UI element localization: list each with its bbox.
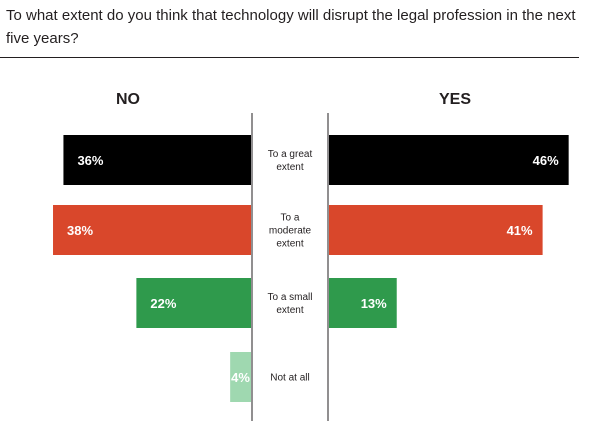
no-value-label: 36% [77, 153, 103, 168]
yes-bar [329, 278, 397, 328]
yes-column-header: YES [439, 91, 471, 108]
category-label: extent [276, 305, 303, 316]
no-bar [136, 278, 251, 328]
category-label: moderate [269, 226, 312, 237]
yes-value-label: 41% [507, 223, 533, 238]
no-column-header: NO [116, 91, 140, 108]
yes-bar [329, 205, 543, 255]
category-label: To a great [268, 149, 313, 160]
no-value-label: 4% [231, 370, 250, 385]
category-label: To a [281, 213, 300, 224]
chart-title: To what extent do you think that technol… [6, 7, 576, 47]
category-label: To a small [267, 292, 312, 303]
category-label: extent [276, 162, 303, 173]
title-divider [0, 57, 579, 58]
no-value-label: 22% [150, 296, 176, 311]
no-bar [53, 205, 251, 255]
no-value-label: 38% [67, 223, 93, 238]
yes-value-label: 46% [533, 153, 559, 168]
no-bar [63, 135, 251, 185]
no-bar [230, 352, 251, 402]
category-label: extent [276, 239, 303, 250]
yes-bar [329, 135, 569, 185]
yes-value-label: 13% [361, 296, 387, 311]
category-label: Not at all [270, 373, 309, 384]
